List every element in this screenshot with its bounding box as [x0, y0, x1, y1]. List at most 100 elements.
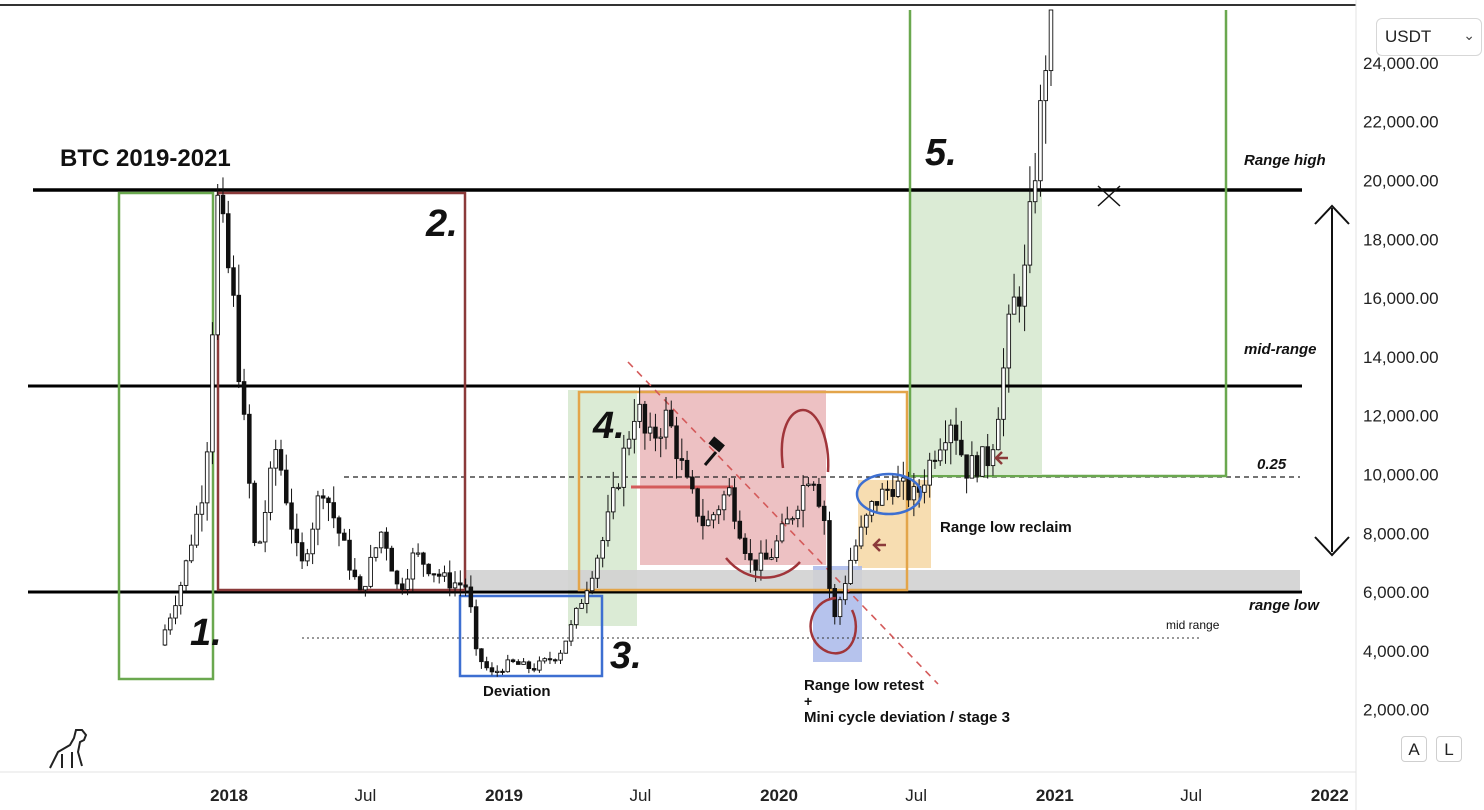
- candle-body: [995, 418, 1001, 451]
- candle-body: [663, 409, 669, 438]
- x-tick-label: 2021: [1036, 786, 1074, 805]
- candle-body: [452, 582, 458, 589]
- candle-body: [1038, 100, 1043, 182]
- candle-body: [252, 482, 257, 544]
- candle-body: [431, 573, 437, 576]
- candle-body: [616, 486, 621, 490]
- candle-body: [241, 381, 247, 415]
- hammer-icon: [703, 436, 725, 466]
- x-tick-label: 2018: [210, 786, 248, 805]
- candle-body: [953, 424, 959, 441]
- candle-body: [357, 576, 363, 591]
- candle-body: [378, 531, 384, 549]
- candle-body: [225, 213, 231, 269]
- mid-range-low-label: mid range: [1166, 618, 1220, 632]
- candle-body: [785, 518, 790, 525]
- candle-body: [220, 194, 226, 215]
- candle-body: [273, 449, 278, 469]
- range-arrow-icon: [1314, 204, 1350, 557]
- cup-arc: [725, 557, 801, 579]
- x-tick-label: Jul: [1180, 786, 1202, 805]
- candle-body: [600, 540, 605, 559]
- candle-body: [927, 459, 932, 486]
- downtrend-line: [627, 361, 939, 685]
- candle-body: [552, 659, 558, 662]
- candle-body: [568, 624, 574, 642]
- x-tick-label: 2019: [485, 786, 523, 805]
- price-axis[interactable]: 2,000.00 4,000.00 6,000.00 8,000.00 10,000.0…: [1363, 54, 1439, 720]
- auto-scale-button[interactable]: A: [1401, 736, 1427, 762]
- candle-body: [932, 459, 938, 462]
- candle-body: [858, 526, 864, 547]
- stage-2-box: [216, 191, 467, 592]
- stage-2-label: 2.: [425, 203, 458, 245]
- candle-body: [922, 484, 927, 493]
- candle-body: [959, 439, 964, 456]
- candle-body: [669, 409, 674, 427]
- stage-5-box: [908, 10, 1228, 478]
- candle-body: [458, 582, 463, 586]
- y-tick-label: 6,000.00: [1363, 583, 1429, 602]
- candle-body: [1011, 296, 1017, 315]
- candle-body: [247, 413, 252, 484]
- candle-body: [199, 502, 205, 515]
- candle-body: [542, 658, 547, 662]
- candle-body: [405, 578, 410, 590]
- candle-body: [732, 487, 737, 522]
- candle-body: [384, 531, 389, 549]
- candle-body: [368, 556, 373, 587]
- range-low-reclaim-label: Range low reclaim: [940, 519, 1072, 536]
- candle-body: [621, 447, 627, 488]
- candle-body: [352, 569, 358, 578]
- candle-body: [484, 661, 489, 669]
- candle-body: [795, 509, 801, 520]
- candle-body: [463, 584, 468, 588]
- candle-body: [500, 670, 505, 673]
- x-tick-label: 2020: [760, 786, 798, 805]
- y-tick-label: 14,000.00: [1363, 348, 1439, 367]
- range-low-retest-label: Range low retest: [804, 677, 924, 694]
- log-scale-button[interactable]: L: [1436, 736, 1462, 762]
- cross-icon: [1097, 185, 1121, 207]
- y-tick-label: 10,000.00: [1363, 466, 1439, 485]
- candle-body: [284, 469, 289, 504]
- candle-body: [236, 294, 242, 383]
- candle-body: [774, 540, 779, 559]
- candle-body: [289, 502, 294, 530]
- x-tick-label: 2022: [1311, 786, 1349, 805]
- deviation-box: [458, 594, 604, 678]
- currency-selector[interactable]: USDT ⌄: [1376, 18, 1482, 56]
- candle-body: [558, 652, 563, 661]
- stage-1-label: 1.: [190, 612, 222, 654]
- candle-body: [268, 467, 273, 513]
- candle-body: [473, 606, 479, 650]
- candle-body: [674, 425, 679, 460]
- candle-body: [895, 480, 901, 497]
- candle-body: [610, 487, 616, 513]
- candle-body: [948, 424, 954, 444]
- candle-body: [964, 454, 969, 479]
- candle-body: [626, 438, 632, 449]
- candle-body: [342, 532, 347, 541]
- candle-body: [1006, 313, 1012, 369]
- candle-body: [690, 476, 695, 490]
- candle-body: [874, 501, 880, 506]
- candle-body: [700, 515, 706, 527]
- range-low-label: range low: [1249, 597, 1320, 614]
- time-axis[interactable]: 2018 Jul 2019 Jul 2020 Jul 2021 Jul 2022: [210, 786, 1349, 805]
- candle-body: [906, 477, 911, 501]
- candle-body: [394, 570, 400, 585]
- candle-body: [516, 661, 521, 665]
- candle-body: [521, 661, 526, 665]
- candle-body: [389, 547, 394, 572]
- deviation-label: Deviation: [483, 683, 551, 700]
- currency-value: USDT: [1385, 27, 1432, 46]
- candle-body: [985, 446, 990, 467]
- candle-body: [821, 505, 827, 522]
- y-tick-label: 24,000.00: [1363, 54, 1439, 73]
- arrow-left-icon: [994, 451, 1008, 465]
- candle-body: [763, 552, 769, 560]
- candle-body: [832, 588, 838, 618]
- candle-body: [310, 528, 315, 555]
